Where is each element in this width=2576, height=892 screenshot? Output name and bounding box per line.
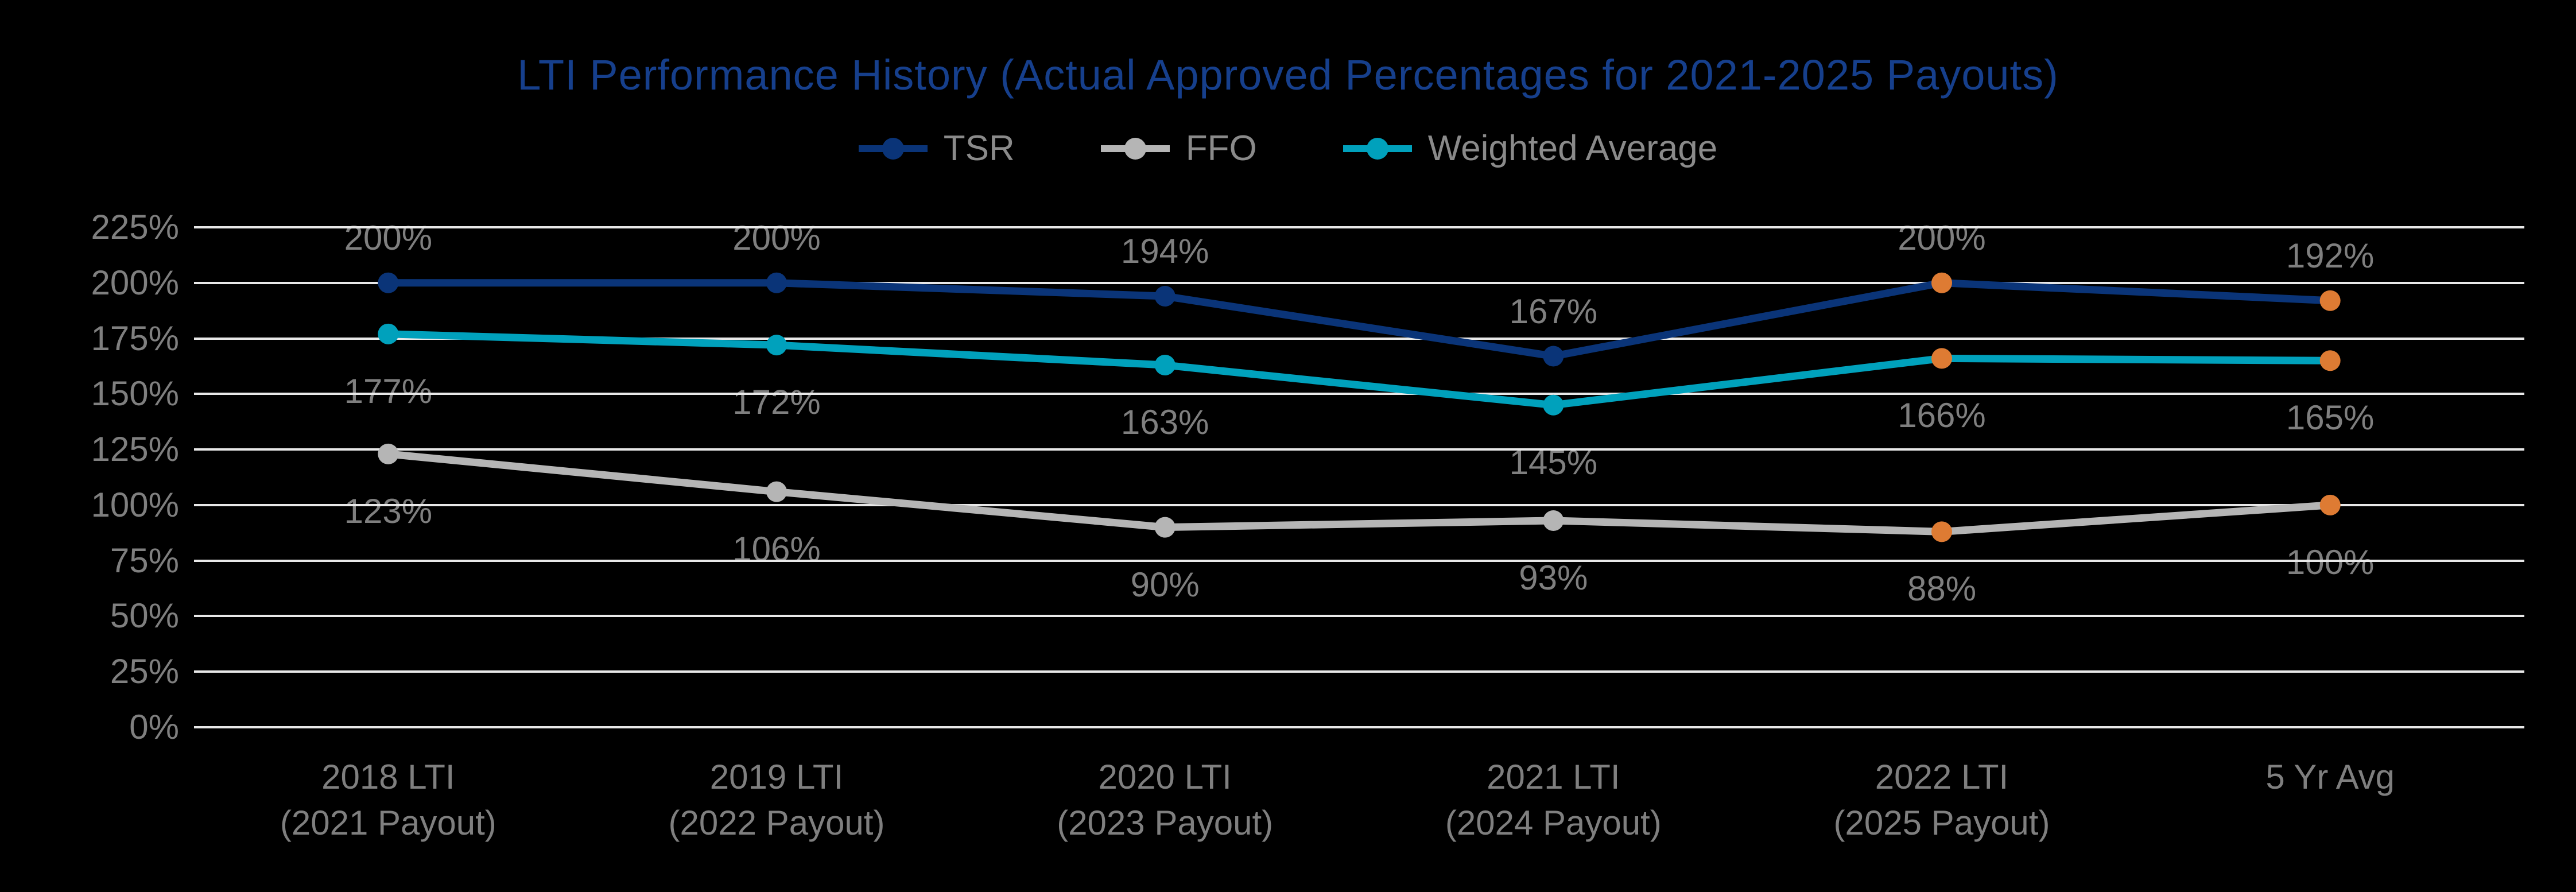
y-tick-label: 75% — [110, 541, 179, 580]
gridline — [194, 393, 2524, 395]
gridline — [194, 559, 2524, 562]
data-point-marker — [2319, 290, 2341, 311]
data-label: 200% — [1898, 218, 1986, 257]
x-category-label: 2018 LTI (2021 Payout) — [193, 754, 583, 846]
data-point-marker — [1154, 355, 1176, 376]
data-point-marker — [378, 323, 399, 344]
data-label: 165% — [2286, 398, 2375, 437]
x-category-label: 2021 LTI (2024 Payout) — [1358, 754, 1748, 846]
y-tick-label: 50% — [110, 596, 179, 635]
data-label: 167% — [1509, 292, 1598, 331]
x-category-label-line: 5 Yr Avg — [2265, 758, 2395, 796]
x-category-label-line: (2025 Payout) — [1833, 804, 2050, 842]
data-point-marker — [378, 443, 399, 464]
data-point-marker — [766, 272, 787, 293]
data-label: 192% — [2286, 236, 2375, 275]
data-label: 163% — [1120, 403, 1209, 441]
data-label: 200% — [732, 218, 821, 257]
x-category-label-line: 2021 LTI — [1487, 758, 1620, 796]
data-point-marker — [1543, 346, 1564, 367]
gridline — [194, 226, 2524, 228]
x-category-label: 2020 LTI (2023 Payout) — [970, 754, 1360, 846]
data-point-marker — [1931, 348, 1952, 369]
plot-area: 200% 200% 194% 167% 200% 192% 123% 106% 90% 93% 88… — [194, 220, 2524, 728]
legend-item-ffo: FFO — [1100, 129, 1257, 168]
y-tick-label: 125% — [91, 430, 179, 469]
legend-label-weighted-average: Weighted Average — [1427, 129, 1718, 168]
series-line-tsr — [388, 279, 2330, 360]
x-category-label: 2019 LTI (2022 Payout) — [581, 754, 972, 846]
gridline — [194, 337, 2524, 340]
gridline — [194, 726, 2524, 728]
data-label: 194% — [1120, 232, 1209, 270]
data-point-marker — [1154, 517, 1176, 538]
y-tick-label: 0% — [129, 708, 179, 746]
data-point-marker — [1543, 510, 1564, 531]
x-category-label-line: 2018 LTI — [321, 758, 455, 796]
y-tick-label: 200% — [91, 263, 179, 302]
data-point-marker — [378, 272, 399, 293]
gridline — [194, 448, 2524, 451]
gridline — [194, 670, 2524, 673]
x-category-label-line: 2022 LTI — [1875, 758, 2009, 796]
data-point-marker — [2319, 494, 2341, 515]
y-tick-label: 175% — [91, 319, 179, 358]
data-point-marker — [766, 481, 787, 502]
legend-item-weighted-average: Weighted Average — [1343, 131, 1717, 166]
ffo-line-marker-icon — [1100, 137, 1170, 160]
data-point-marker — [1931, 521, 1952, 542]
x-category-label-line: (2022 Payout) — [668, 804, 885, 842]
series-line-weighted-average — [388, 330, 2330, 409]
legend-item-tsr: TSR — [858, 129, 1015, 168]
tsr-line-marker-icon — [858, 137, 928, 160]
chart-title: LTI Performance History (Actual Approved… — [517, 51, 2059, 99]
gridlines-layer — [194, 226, 2524, 728]
series-layer — [378, 272, 2341, 542]
x-category-label: 5 Yr Avg — [2135, 754, 2525, 800]
data-label: 88% — [1907, 569, 1977, 608]
y-tick-label: 150% — [91, 374, 179, 413]
x-category-label-line: (2024 Payout) — [1445, 804, 1662, 842]
data-point-marker — [1543, 394, 1564, 416]
data-labels-layer: 200% 200% 194% 167% 200% 192% 123% 106% 90% 93% 88… — [194, 220, 2524, 727]
weighted-average-line-marker-icon — [1343, 137, 1412, 160]
gridline — [194, 281, 2524, 284]
y-tick-label: 225% — [91, 208, 179, 246]
x-category-label-line: 2020 LTI — [1098, 758, 1232, 796]
data-label: 172% — [732, 383, 821, 422]
y-tick-label: 100% — [91, 485, 179, 524]
data-label: 90% — [1130, 565, 1200, 604]
data-label: 93% — [1519, 558, 1588, 597]
x-category-label-line: (2021 Payout) — [280, 804, 496, 842]
data-point-marker — [1931, 272, 1952, 293]
data-label: 177% — [344, 371, 433, 410]
y-tick-label: 25% — [110, 652, 179, 691]
data-point-marker — [1154, 286, 1176, 307]
data-label: 100% — [2286, 542, 2375, 581]
data-label: 166% — [1898, 396, 1986, 435]
data-point-marker — [766, 335, 787, 356]
data-point-marker — [2319, 350, 2341, 371]
x-category-label-line: 2019 LTI — [709, 758, 844, 796]
legend-label-tsr: TSR — [943, 129, 1015, 168]
gridline — [194, 615, 2524, 618]
data-label: 123% — [344, 491, 433, 530]
data-label: 200% — [344, 218, 433, 257]
gridline — [194, 503, 2524, 506]
x-category-label-line: (2023 Payout) — [1057, 804, 1274, 842]
series-line-ffo — [387, 450, 2331, 536]
x-category-label: 2022 LTI (2025 Payout) — [1747, 754, 2137, 846]
legend-label-ffo: FFO — [1185, 129, 1257, 168]
chart-legend: TSR FFO Weighted Average — [0, 131, 2576, 166]
